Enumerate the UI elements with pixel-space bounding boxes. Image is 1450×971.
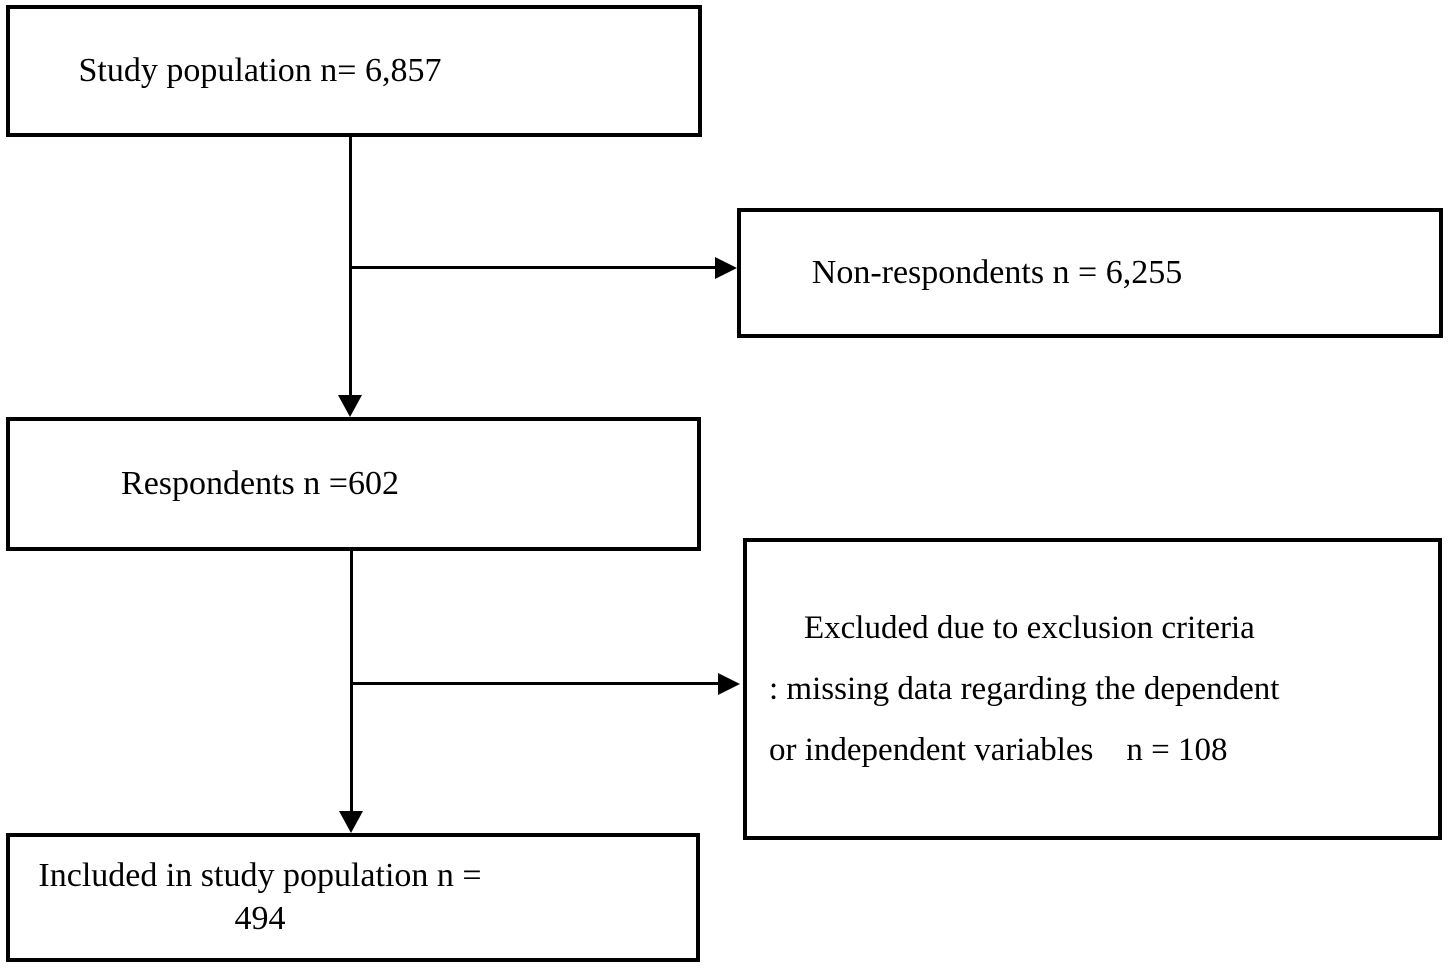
excluded-line-3: or independent variables n = 108 xyxy=(769,731,1228,768)
arrowhead-right-icon xyxy=(718,673,740,695)
study-population-label: Study population n= 6,857 xyxy=(78,51,442,89)
non-respondents-box: Non-respondents n = 6,255 xyxy=(737,208,1443,338)
excluded-line-1: Excluded due to exclusion criteria xyxy=(804,609,1255,646)
non-respondents-label: Non-respondents n = 6,255 xyxy=(811,253,1183,291)
study-population-box: Study population n= 6,857 xyxy=(6,5,702,137)
excluded-line-2: : missing data regarding the dependent xyxy=(769,670,1280,707)
excluded-box: Excluded due to exclusion criteria : mis… xyxy=(743,538,1442,840)
arrowhead-right-icon xyxy=(715,257,737,279)
respondents-label: Respondents n =602 xyxy=(121,464,399,502)
arrowhead-down-icon xyxy=(339,811,363,833)
connector-respondents-to-included xyxy=(350,551,353,811)
included-box: Included in study population n = 494 xyxy=(6,833,700,962)
connector-to-excluded xyxy=(352,682,718,685)
connector-to-non-respondents xyxy=(350,266,715,269)
arrowhead-down-icon xyxy=(338,395,362,417)
included-label: Included in study population n = 494 xyxy=(38,857,482,937)
respondents-box: Respondents n =602 xyxy=(6,417,701,551)
